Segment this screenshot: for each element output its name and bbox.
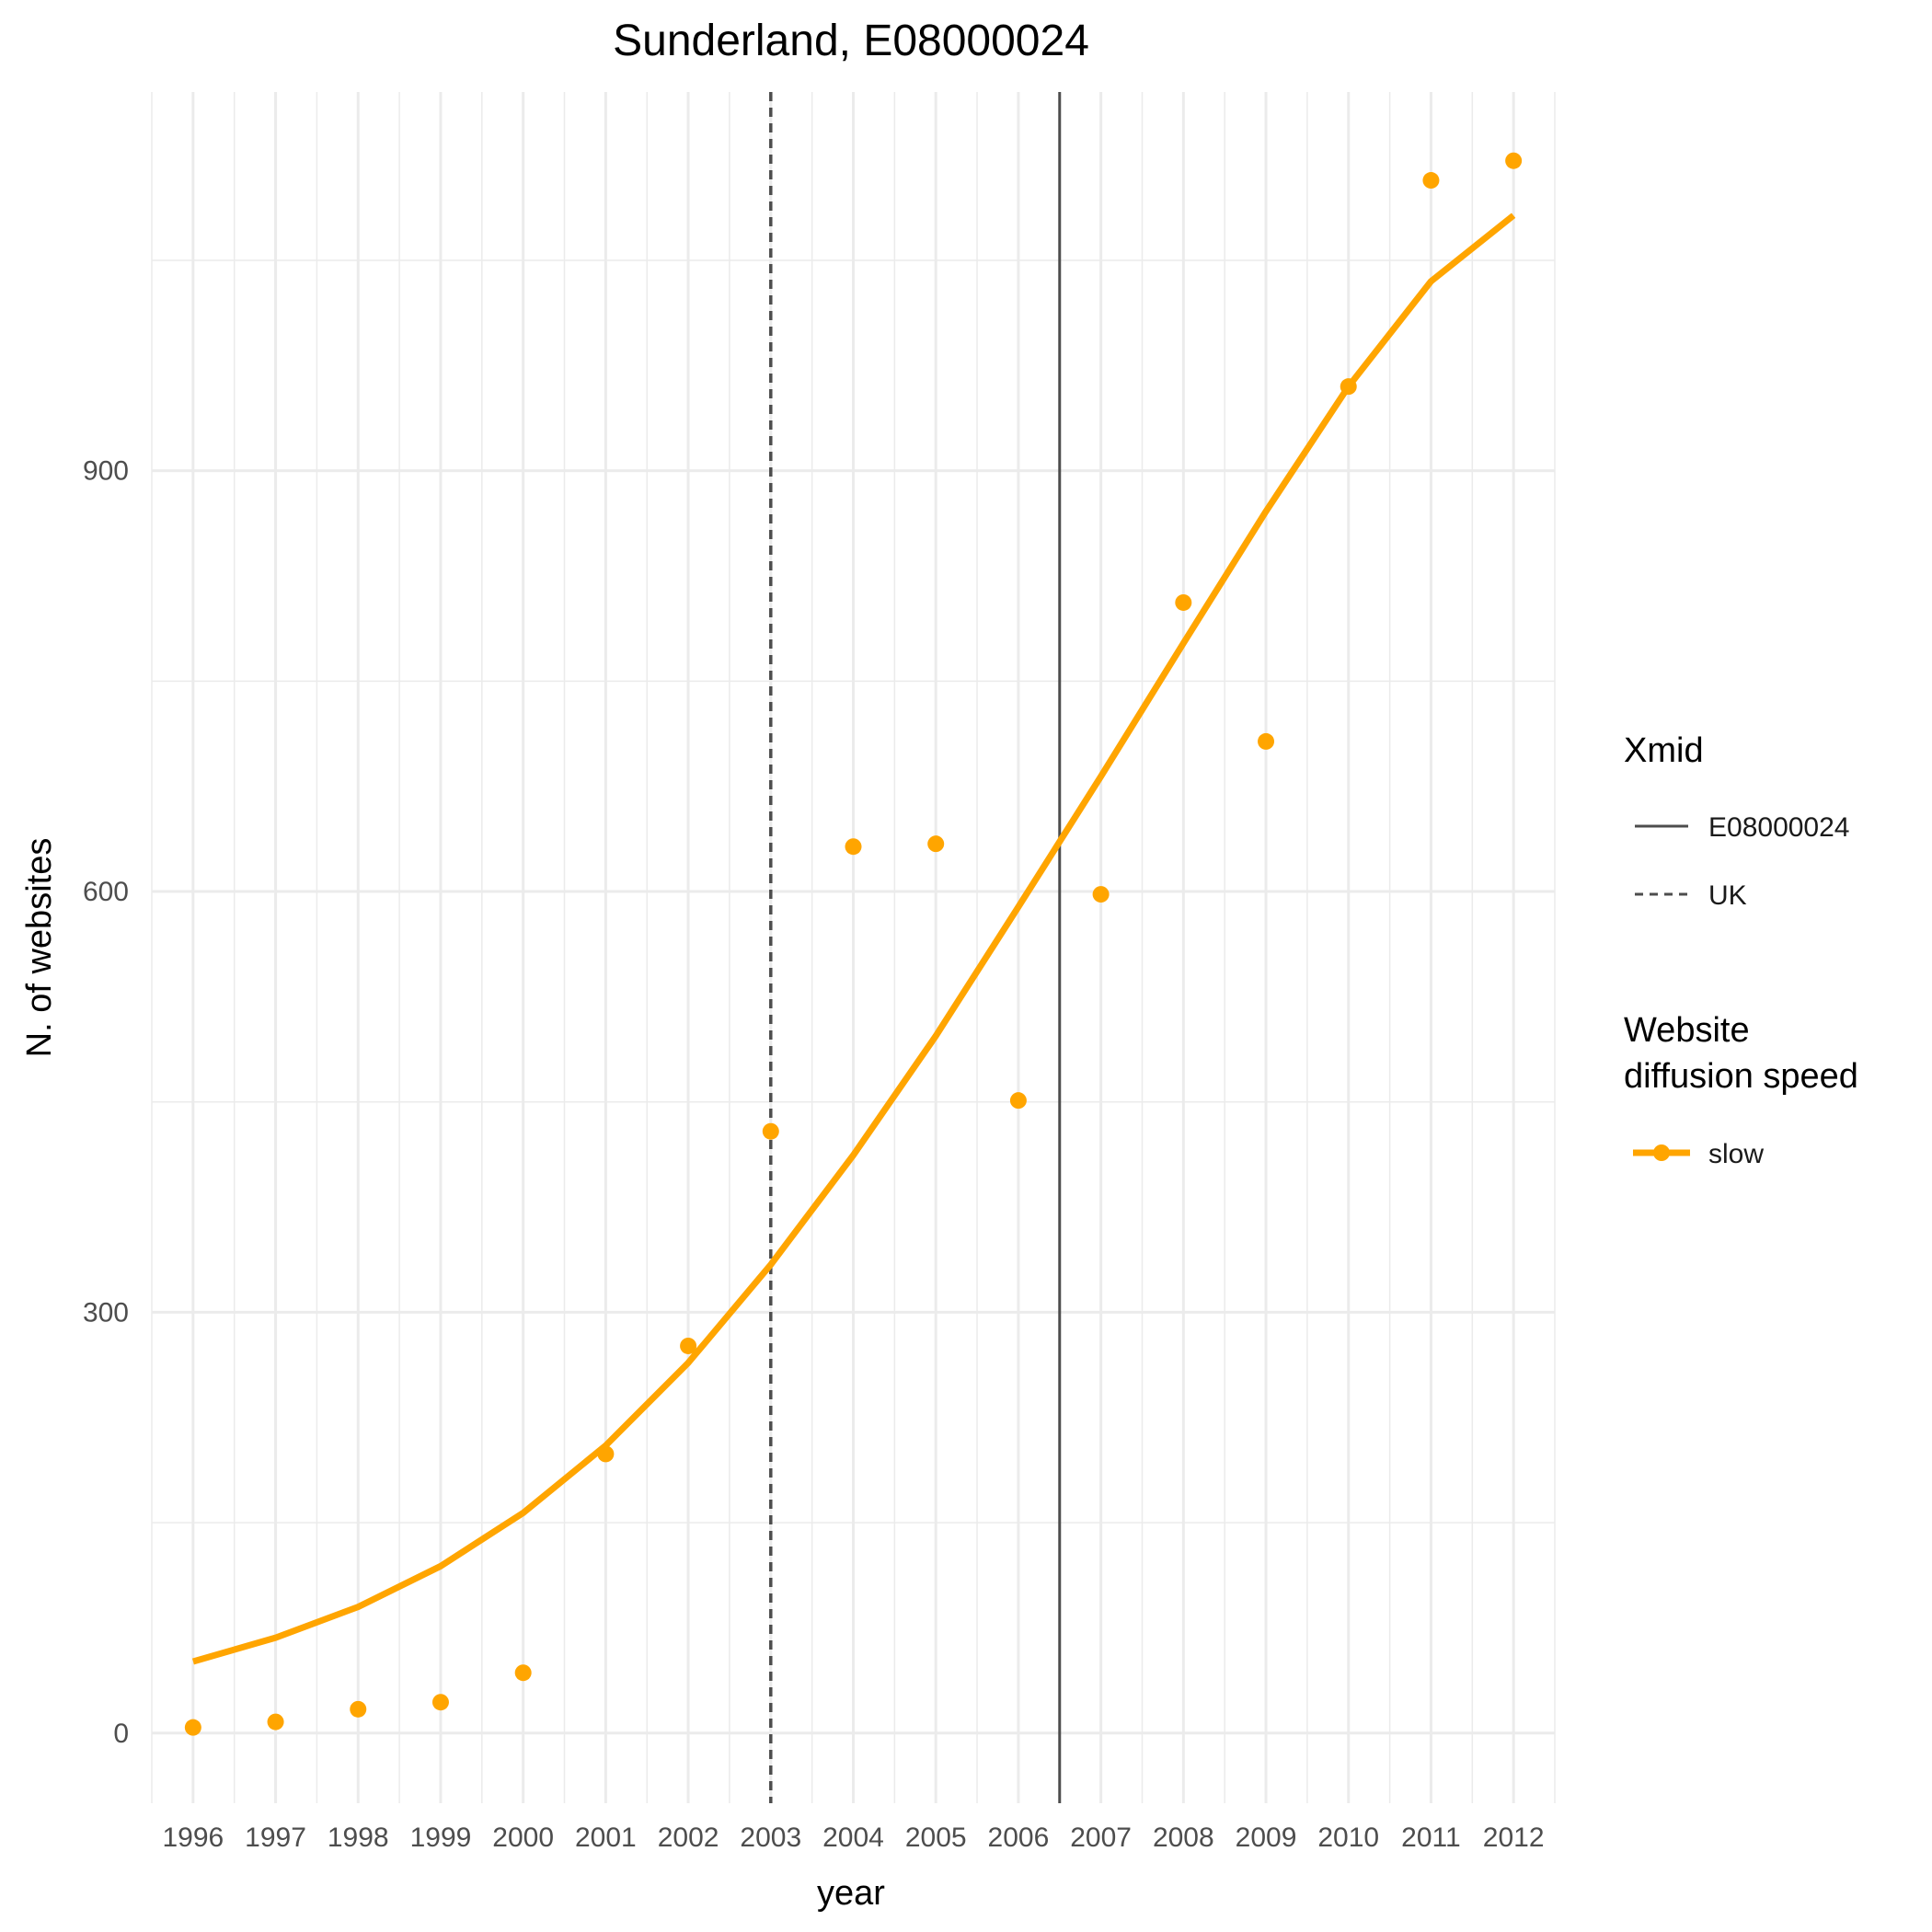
x-tick-label: 2005 bbox=[905, 1823, 967, 1853]
legend-label-slow: slow bbox=[1708, 1139, 1764, 1169]
data-point-2011 bbox=[1422, 172, 1440, 190]
grid bbox=[151, 92, 1556, 1803]
x-tick-label: 2010 bbox=[1317, 1823, 1379, 1853]
x-tick-label: 2000 bbox=[492, 1823, 554, 1853]
data-point-2012 bbox=[1505, 152, 1523, 169]
data-point-2001 bbox=[597, 1445, 615, 1463]
data-point-2009 bbox=[1258, 732, 1275, 750]
y-axis-title: N. of websites bbox=[20, 838, 59, 1058]
legend-label: UK bbox=[1708, 880, 1747, 911]
data-point-1998 bbox=[350, 1700, 367, 1718]
data-point-2010 bbox=[1340, 378, 1357, 396]
legend-title-xmid: Xmid bbox=[1624, 731, 1704, 770]
x-tick-label: 1997 bbox=[245, 1823, 306, 1853]
data-point-2005 bbox=[927, 835, 945, 853]
series bbox=[184, 152, 1523, 1736]
data-point-2007 bbox=[1092, 886, 1110, 903]
x-tick-label: 2004 bbox=[822, 1823, 884, 1853]
x-tick-label: 2012 bbox=[1483, 1823, 1545, 1853]
data-point-2000 bbox=[514, 1664, 532, 1682]
data-point-2002 bbox=[680, 1337, 697, 1354]
x-tick-label: 2001 bbox=[575, 1823, 637, 1853]
x-axis-title: year bbox=[817, 1874, 885, 1913]
x-tick-label: 2011 bbox=[1401, 1823, 1461, 1853]
x-tick-label: 2002 bbox=[658, 1823, 719, 1853]
data-point-1996 bbox=[184, 1719, 201, 1736]
reference-lines bbox=[769, 92, 1062, 1803]
chart-title: Sunderland, E08000024 bbox=[613, 17, 1089, 65]
x-tick-label: 2008 bbox=[1153, 1823, 1214, 1853]
legend-title-speed: Website bbox=[1624, 1011, 1750, 1050]
y-tick-label: 0 bbox=[113, 1719, 129, 1749]
x-tick-label: 2006 bbox=[988, 1823, 1050, 1853]
data-point-2003 bbox=[762, 1122, 779, 1140]
x-tick-label: 2007 bbox=[1070, 1823, 1132, 1853]
legend-title-speed-line2: diffusion speed bbox=[1624, 1057, 1858, 1096]
y-tick-label: 900 bbox=[83, 456, 129, 487]
x-tick-label: 1999 bbox=[410, 1823, 472, 1853]
legend-key-point-slow bbox=[1653, 1144, 1670, 1161]
series-line-slow bbox=[191, 213, 1516, 1665]
y-tick-label: 300 bbox=[83, 1297, 129, 1328]
legend-label: E08000024 bbox=[1708, 812, 1850, 843]
x-tick-label: 1998 bbox=[328, 1823, 389, 1853]
data-point-2004 bbox=[845, 838, 862, 856]
data-point-1999 bbox=[431, 1694, 449, 1711]
axes: 1996 1997 1998 1999 2000 2001 2002 2003 2004 2005… bbox=[83, 456, 1545, 1853]
data-point-2006 bbox=[1009, 1092, 1027, 1110]
x-tick-label: 2003 bbox=[740, 1823, 801, 1853]
data-point-1997 bbox=[267, 1713, 284, 1731]
x-tick-label: 1996 bbox=[162, 1823, 224, 1853]
data-point-2008 bbox=[1175, 593, 1192, 611]
x-tick-label: 2009 bbox=[1236, 1823, 1297, 1853]
legend: Xmid E08000024 UK Website diffusion speed slo… bbox=[1624, 731, 1858, 1169]
y-tick-label: 600 bbox=[83, 877, 129, 907]
